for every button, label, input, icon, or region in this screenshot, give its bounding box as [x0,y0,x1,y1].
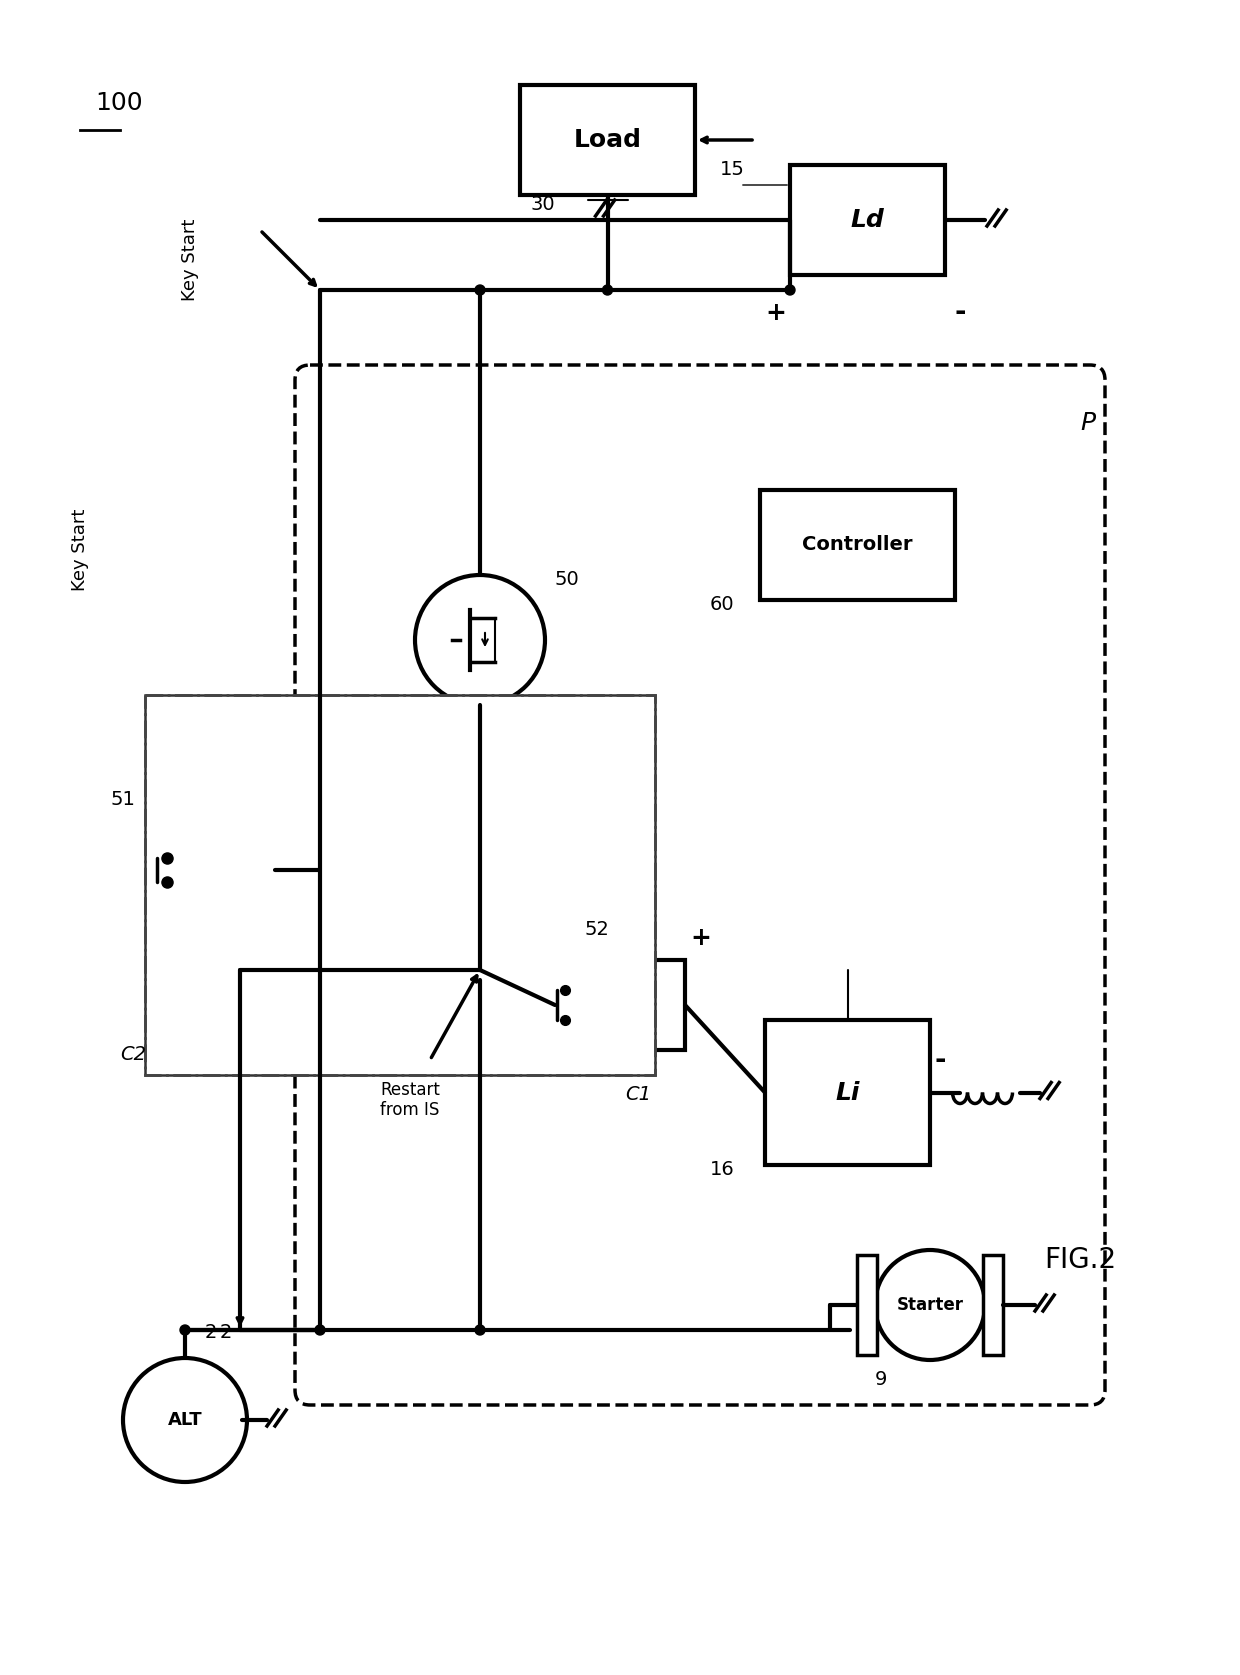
Text: FIG.2: FIG.2 [1044,1246,1116,1275]
Bar [155,821,275,920]
Text: Li: Li [836,1080,859,1104]
Text: Key Start: Key Start [71,509,89,591]
Text: 51: 51 [110,791,135,809]
Circle shape [875,1250,985,1360]
Text: -: - [935,1045,946,1074]
Text: C2: C2 [120,1045,146,1064]
Circle shape [123,1358,247,1482]
Text: +: + [765,302,786,325]
Bar [556,960,684,1050]
Text: Starter: Starter [897,1296,963,1313]
Text: 100: 100 [95,90,143,116]
Bar [857,1255,877,1355]
Circle shape [603,285,613,295]
Circle shape [475,285,485,295]
Text: 60: 60 [711,595,734,615]
Bar [790,166,945,275]
Text: -: - [955,298,966,327]
Text: 50: 50 [556,570,580,590]
Text: 9: 9 [875,1370,888,1389]
Text: 2: 2 [219,1323,232,1342]
Text: +: + [689,926,711,950]
Bar [520,85,694,194]
Text: 30: 30 [529,194,554,214]
Circle shape [475,1325,485,1335]
Circle shape [315,1325,325,1335]
Text: 16: 16 [711,1161,735,1179]
Circle shape [315,965,325,975]
Text: Controller: Controller [802,536,913,554]
Text: 15: 15 [720,161,745,179]
Circle shape [785,285,795,295]
Bar [765,1020,930,1166]
Text: 52: 52 [585,920,610,940]
Circle shape [415,575,546,705]
Bar [760,491,955,600]
Circle shape [180,1325,190,1335]
Text: 2: 2 [205,1323,217,1342]
Bar [145,695,655,1075]
Text: P: P [1080,410,1095,436]
Text: Ld: Ld [851,208,884,233]
Text: Load: Load [573,127,641,152]
Circle shape [475,965,485,975]
Bar [145,695,655,1075]
Text: C1: C1 [625,1085,651,1104]
Text: ALT: ALT [167,1410,202,1429]
Text: Restart
from IS: Restart from IS [381,1080,440,1119]
Text: Key Start: Key Start [181,219,198,302]
Bar [983,1255,1003,1355]
